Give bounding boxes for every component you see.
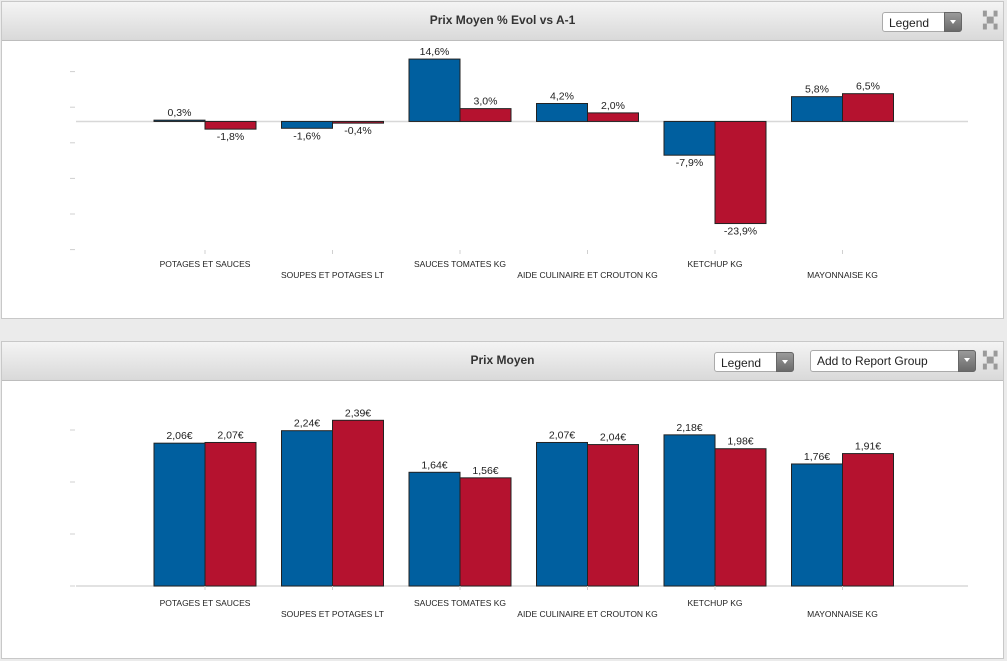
data-label: 2,0% bbox=[601, 100, 625, 112]
data-label: 2,06€ bbox=[166, 430, 192, 442]
expand-icon[interactable]: ▚▞ ▞▚ bbox=[983, 12, 997, 30]
bar bbox=[408, 58, 461, 122]
category-label: MAYONNAISE KG bbox=[807, 609, 878, 619]
category-label: SOUPES ET POTAGES LT bbox=[281, 609, 384, 619]
bar bbox=[408, 471, 461, 587]
bar bbox=[842, 453, 894, 587]
data-label: 2,24€ bbox=[294, 418, 320, 430]
prix-panel-header: Prix Moyen Legend Add to Report Group ▚▞… bbox=[2, 342, 1003, 381]
expand-icon[interactable]: ▚▞ ▞▚ bbox=[983, 352, 997, 370]
data-label: 1,91€ bbox=[855, 441, 881, 453]
bar bbox=[281, 120, 333, 129]
category-label: SOUPES ET POTAGES LT bbox=[281, 270, 384, 280]
bar bbox=[663, 434, 716, 587]
bar bbox=[842, 93, 894, 122]
chevron-down-icon[interactable] bbox=[944, 12, 962, 32]
report-group-label: Add to Report Group bbox=[817, 354, 928, 368]
bar bbox=[281, 430, 333, 587]
bar bbox=[153, 442, 206, 587]
bar bbox=[536, 102, 588, 122]
bar bbox=[714, 120, 767, 225]
bar bbox=[663, 120, 716, 156]
bar bbox=[204, 120, 257, 130]
prix-panel: Prix Moyen Legend Add to Report Group ▚▞… bbox=[1, 341, 1004, 659]
bar bbox=[459, 108, 512, 122]
data-label: 1,56€ bbox=[472, 465, 498, 477]
category-label: SAUCES TOMATES KG bbox=[414, 598, 506, 608]
bar bbox=[587, 112, 639, 122]
category-label: KETCHUP KG bbox=[687, 259, 742, 269]
data-label: 1,64€ bbox=[421, 459, 447, 471]
prix-legend-dropdown[interactable]: Legend bbox=[714, 352, 794, 372]
category-label: MAYONNAISE KG bbox=[807, 270, 878, 280]
bar bbox=[791, 463, 843, 587]
category-label: AIDE CULINAIRE ET CROUTON KG bbox=[517, 270, 657, 280]
bar bbox=[587, 444, 639, 587]
data-label: 0,3% bbox=[168, 107, 192, 119]
category-label: KETCHUP KG bbox=[687, 598, 742, 608]
evol-legend-label: Legend bbox=[889, 16, 930, 30]
data-label: 14,6% bbox=[420, 46, 450, 58]
chevron-down-icon[interactable] bbox=[958, 350, 976, 372]
bar bbox=[536, 441, 588, 587]
data-label: 2,07€ bbox=[549, 429, 575, 441]
category-label: SAUCES TOMATES KG bbox=[414, 259, 506, 269]
evol-chart: 0,3% -1,8% POTAGES ET SAUCES -1,6% -0,4% SOUP… bbox=[70, 46, 968, 280]
prix-legend-label: Legend bbox=[721, 356, 762, 370]
data-label: 2,07€ bbox=[217, 429, 243, 441]
data-label: 2,39€ bbox=[345, 407, 371, 419]
data-label: -1,8% bbox=[217, 131, 244, 143]
data-label: 5,8% bbox=[805, 84, 829, 96]
bar bbox=[332, 419, 384, 587]
evol-panel: Prix Moyen % Evol vs A-1 Legend ▚▞ ▞▚ 0,3… bbox=[1, 1, 1004, 319]
data-label: -23,9% bbox=[724, 226, 757, 238]
data-label: 4,2% bbox=[550, 90, 574, 102]
data-label: 1,76€ bbox=[804, 451, 830, 463]
evol-panel-header: Prix Moyen % Evol vs A-1 Legend ▚▞ ▞▚ bbox=[2, 2, 1003, 41]
data-label: 2,04€ bbox=[600, 432, 626, 444]
category-label: AIDE CULINAIRE ET CROUTON KG bbox=[517, 609, 657, 619]
evol-panel-title: Prix Moyen % Evol vs A-1 bbox=[429, 13, 576, 27]
prix-chart: 2,06€ 2,07€ POTAGES ET SAUCES 2,24€ 2,39€ SOU… bbox=[70, 407, 968, 619]
evol-legend-dropdown[interactable]: Legend bbox=[882, 12, 962, 32]
category-label: POTAGES ET SAUCES bbox=[160, 598, 251, 608]
data-label: -0,4% bbox=[344, 125, 371, 137]
data-label: 6,5% bbox=[856, 81, 880, 93]
prix-panel-title: Prix Moyen bbox=[470, 353, 535, 367]
data-label: 1,98€ bbox=[727, 436, 753, 448]
data-label: 2,18€ bbox=[676, 422, 702, 434]
report-group-dropdown[interactable]: Add to Report Group bbox=[810, 350, 976, 372]
data-label: 3,0% bbox=[474, 96, 498, 108]
category-label: POTAGES ET SAUCES bbox=[160, 259, 251, 269]
bar bbox=[204, 441, 257, 587]
bar bbox=[791, 96, 843, 122]
bar bbox=[332, 120, 384, 124]
data-label: -1,6% bbox=[293, 130, 320, 142]
chevron-down-icon[interactable] bbox=[776, 352, 794, 372]
bar bbox=[153, 119, 206, 122]
bar bbox=[459, 477, 512, 587]
bar bbox=[714, 448, 767, 587]
data-label: -7,9% bbox=[676, 157, 703, 169]
